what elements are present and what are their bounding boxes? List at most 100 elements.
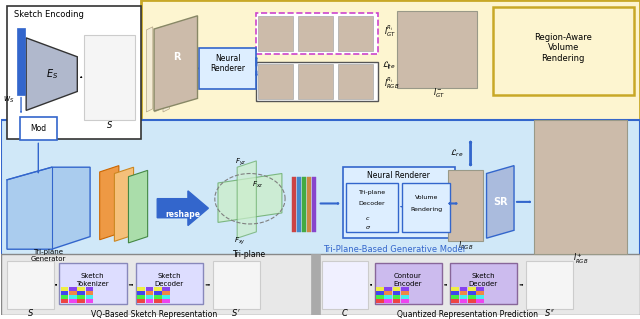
Bar [257,13,378,54]
Bar [86,287,93,291]
Bar [337,16,372,51]
Text: Quantized Representation Prediction: Quantized Representation Prediction [397,310,538,319]
Bar [259,64,293,99]
Bar [163,295,170,299]
Bar [61,295,68,299]
Polygon shape [147,27,153,112]
Bar [401,295,408,299]
Bar [342,167,454,238]
Bar [136,263,204,304]
Bar [138,299,145,303]
Bar [392,291,400,295]
Bar [401,299,408,303]
Polygon shape [129,170,148,243]
Polygon shape [218,174,282,222]
Text: Tokenizer: Tokenizer [76,281,109,287]
Bar [384,287,392,291]
Bar [301,177,306,232]
Bar [296,177,301,232]
Bar [451,299,459,303]
Bar [138,295,145,299]
Bar [450,263,517,304]
Bar [146,295,154,299]
Text: $S'$: $S'$ [231,308,241,318]
Bar [77,291,85,295]
Text: Sketch: Sketch [157,273,181,279]
Bar [468,287,476,291]
Bar [376,295,383,299]
Text: Neural
Renderer: Neural Renderer [210,54,245,73]
Text: Contour: Contour [394,273,422,279]
Text: reshape: reshape [165,210,200,219]
Bar [376,299,383,303]
Bar [154,299,162,303]
Bar [468,291,476,295]
Text: Sketch: Sketch [472,273,495,279]
Bar [346,183,398,232]
Polygon shape [115,167,134,241]
Text: Decoder: Decoder [359,201,385,206]
Bar [146,291,154,295]
Polygon shape [7,167,90,249]
Text: $F_{xz}$: $F_{xz}$ [252,180,264,190]
Bar [69,299,77,303]
Bar [199,48,257,89]
Bar [392,299,400,303]
Text: Mod: Mod [30,124,46,133]
Bar [392,287,400,291]
Text: Encoder: Encoder [394,281,422,287]
Bar [460,291,467,295]
Bar [259,16,293,51]
Polygon shape [486,166,514,238]
Text: $c$: $c$ [365,215,371,222]
Bar [298,16,333,51]
Bar [307,177,311,232]
Text: Volume: Volume [415,195,438,200]
Text: R: R [173,52,180,62]
Text: $C$: $C$ [340,308,349,318]
Bar [476,287,484,291]
Bar [69,291,77,295]
Bar [20,117,57,140]
Bar [448,170,483,241]
Polygon shape [157,191,209,226]
Bar [460,295,467,299]
Bar [534,120,627,254]
Bar [392,295,400,299]
Bar [376,287,383,291]
Text: $S''$: $S''$ [543,308,555,318]
Text: Tri-plane
Generator: Tri-plane Generator [31,249,66,262]
Text: Tri-plane: Tri-plane [234,250,266,259]
Bar [298,64,333,99]
Bar [163,287,170,291]
Bar [337,64,372,99]
Bar [476,299,484,303]
Bar [60,263,127,304]
Bar [61,287,68,291]
Bar [257,62,378,101]
Bar [77,295,85,299]
Text: $I^+_{RGB}$: $I^+_{RGB}$ [573,252,589,266]
Text: $\mathcal{L}_{re}$: $\mathcal{L}_{re}$ [450,148,463,160]
Bar [451,287,459,291]
Bar [310,254,320,315]
Bar [69,295,77,299]
Text: $F_{xy}$: $F_{xy}$ [234,235,246,247]
Bar [146,287,154,291]
Bar [460,287,467,291]
Bar [384,291,392,295]
Text: Neural Renderer: Neural Renderer [367,171,429,180]
Bar [402,183,450,232]
Text: Sketch: Sketch [81,273,104,279]
Text: $S$: $S$ [27,308,34,318]
Bar [401,291,408,295]
Bar [1,254,640,315]
Bar [141,0,640,177]
Bar [86,291,93,295]
Bar [374,263,442,304]
Polygon shape [237,161,257,238]
Text: $S$: $S$ [106,119,113,130]
Bar [451,295,459,299]
Bar [17,28,25,95]
Bar [77,299,85,303]
